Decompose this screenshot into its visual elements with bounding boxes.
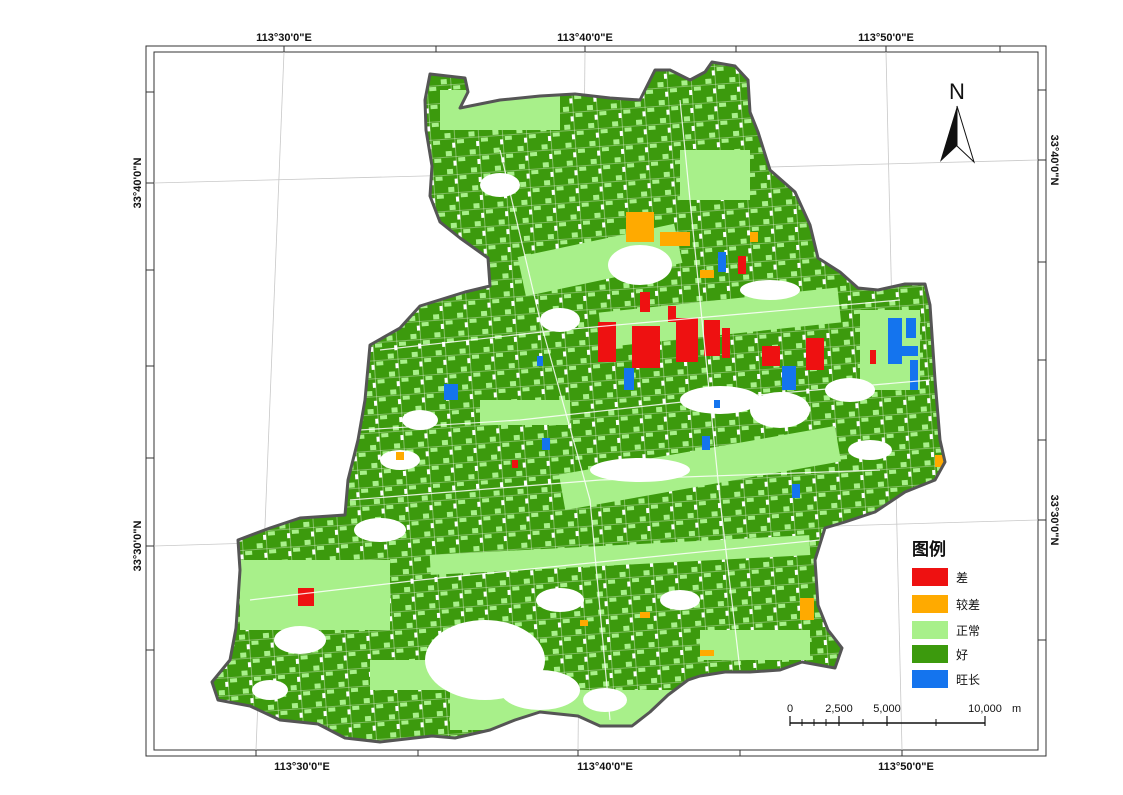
legend-item-normal: 正常 bbox=[912, 621, 980, 639]
legend-item-good: 好 bbox=[912, 645, 968, 663]
bottom-label-113-30: 113°30'0"E bbox=[274, 761, 330, 773]
legend-label-poorer: 较差 bbox=[956, 597, 980, 612]
top-label-113-30: 113°30'0"E bbox=[256, 32, 312, 44]
normal-class-patches bbox=[240, 90, 920, 730]
right-label-33-40: 33°40'0"N bbox=[1048, 135, 1060, 186]
scale-bar: 0 2,500 5,000 10,000 m bbox=[787, 703, 1021, 726]
scale-tick-0: 0 bbox=[787, 703, 793, 715]
study-area-boundary bbox=[210, 60, 947, 744]
bottom-label-113-50: 113°50'0"E bbox=[878, 761, 934, 773]
study-area bbox=[210, 60, 947, 744]
legend-swatch-good bbox=[912, 645, 948, 663]
unclassified-blobs bbox=[252, 173, 892, 712]
legend-label-good: 好 bbox=[956, 648, 968, 662]
scale-unit: m bbox=[1012, 703, 1021, 715]
legend: 图例 差 较差 正常 好 旺长 bbox=[912, 539, 980, 688]
legend-item-poorer: 较差 bbox=[912, 595, 980, 613]
legend-item-poor: 差 bbox=[912, 568, 968, 586]
legend-item-vigorous: 旺长 bbox=[912, 670, 980, 688]
inner-frame bbox=[153, 51, 1039, 751]
poorer-class-patches bbox=[396, 212, 945, 656]
north-letter: N bbox=[949, 79, 965, 104]
legend-swatch-vigorous bbox=[912, 670, 948, 688]
roads bbox=[249, 99, 931, 721]
vigorous-class-patches bbox=[444, 252, 918, 498]
right-label-33-30: 33°30'0"N bbox=[1048, 495, 1060, 546]
north-arrow: N bbox=[940, 79, 976, 164]
legend-label-vigorous: 旺长 bbox=[956, 673, 980, 687]
top-label-113-40: 113°40'0"E bbox=[557, 32, 613, 44]
legend-label-poor: 差 bbox=[956, 571, 968, 585]
scale-tick-2500: 2,500 bbox=[825, 703, 853, 715]
left-label-33-30: 33°30'0"N bbox=[132, 521, 144, 572]
legend-swatch-poorer bbox=[912, 595, 948, 613]
poor-class-patches bbox=[298, 256, 876, 606]
outer-frame bbox=[145, 45, 1047, 757]
legend-swatch-normal bbox=[912, 621, 948, 639]
bottom-label-113-40: 113°40'0"E bbox=[577, 761, 633, 773]
north-arrow-icon bbox=[940, 106, 957, 162]
legend-label-normal: 正常 bbox=[956, 624, 980, 638]
frame-ticks bbox=[146, 46, 1046, 756]
graticule-labels: 113°30'0"E 113°40'0"E 113°50'0"E 113°30'… bbox=[132, 32, 1060, 773]
top-label-113-50: 113°50'0"E bbox=[858, 32, 914, 44]
scale-tick-5000: 5,000 bbox=[873, 703, 901, 715]
scale-tick-10000: 10,000 bbox=[968, 703, 1002, 715]
legend-swatch-poor bbox=[912, 568, 948, 586]
left-label-33-40: 33°40'0"N bbox=[132, 158, 144, 209]
legend-title: 图例 bbox=[912, 539, 946, 559]
